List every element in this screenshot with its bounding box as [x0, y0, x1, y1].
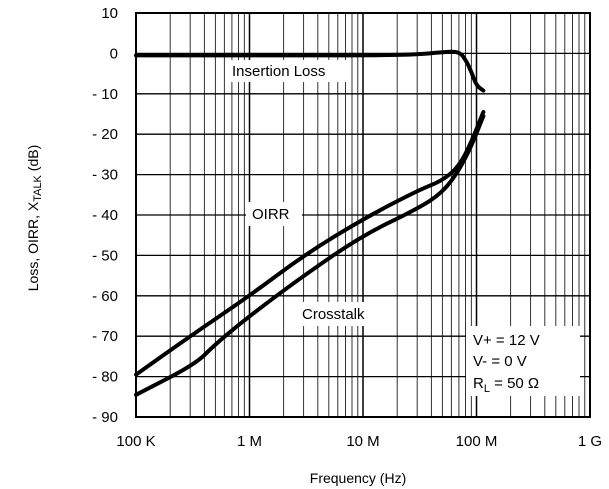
- insertion-loss-label-bg: [226, 60, 350, 82]
- y-tick-label: 0: [110, 45, 118, 62]
- condition-vminus: V- = 0 V: [473, 353, 527, 370]
- x-tick-label: 1 M: [237, 433, 262, 450]
- y-tick-label: - 70: [92, 328, 118, 345]
- y-tick-label: 10: [101, 5, 118, 22]
- oirr-label: OIRR: [252, 206, 290, 223]
- x-axis-title: Frequency (Hz): [310, 470, 406, 486]
- y-tick-labels: 10 0 - 10 - 20 - 30 - 40 - 50 - 60 - 70 - 80 - 90: [92, 5, 118, 426]
- x-tick-label: 10 M: [346, 433, 379, 450]
- y-tick-label: - 40: [92, 207, 118, 224]
- condition-rl: RL = 50 Ω: [473, 375, 539, 395]
- curves: [134, 49, 486, 397]
- y-tick-label: - 20: [92, 126, 118, 143]
- x-tick-label: 100 M: [456, 433, 498, 450]
- x-tick-labels: 100 K 1 M 10 M 100 M 1 G: [116, 433, 602, 450]
- insertion-loss-label: Insertion Loss: [232, 63, 325, 80]
- conditions-box: [466, 326, 580, 396]
- y-tick-label: - 10: [92, 86, 118, 103]
- crosstalk-curve: [134, 114, 486, 397]
- y-tick-label: - 50: [92, 247, 118, 264]
- insertion-loss-curve: [134, 49, 486, 93]
- x-tick-label: 1 G: [578, 433, 602, 450]
- y-tick-label: - 80: [92, 369, 118, 386]
- y-tick-label: - 60: [92, 288, 118, 305]
- condition-vplus: V+ = 12 V: [473, 332, 540, 349]
- y-axis-title: Loss, OIRR, XTALK (dB): [25, 145, 44, 292]
- oirr-label-bg: [246, 202, 302, 226]
- crosstalk-label-bg: [296, 302, 394, 326]
- y-tick-label: - 90: [92, 409, 118, 426]
- plot-frame: [135, 12, 591, 418]
- y-tick-label: - 30: [92, 167, 118, 184]
- x-tick-label: 100 K: [116, 433, 155, 450]
- crosstalk-label: Crosstalk: [302, 306, 365, 323]
